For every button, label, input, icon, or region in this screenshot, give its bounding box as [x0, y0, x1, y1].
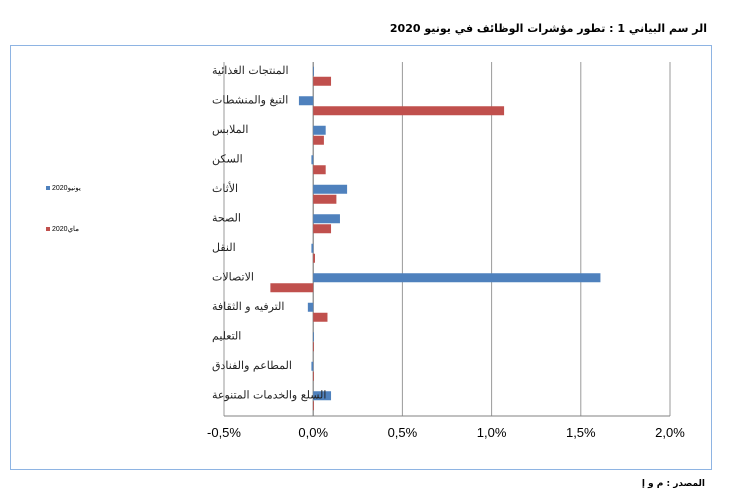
chart-title: الر سم البياني 1 : تطور مؤشرات الوظائف ف… [389, 22, 707, 35]
bar-s0-1 [298, 96, 314, 106]
bars [270, 66, 601, 411]
category-label-4: الأثاث [212, 181, 238, 195]
bar-s1-9 [313, 342, 314, 352]
category-label-10: المطاعم والفنادق [212, 359, 292, 372]
category-label-0: المنتجات الغذائية [212, 64, 289, 77]
x-tick-label-1: 0,0% [298, 425, 328, 440]
bar-s0-3 [311, 155, 314, 165]
bar-s0-0 [313, 66, 314, 76]
legend: يونيو2020 ماي2020 [46, 185, 81, 233]
bar-s1-0 [313, 76, 332, 86]
category-label-9: التعليم [212, 329, 241, 342]
bar-s0-6 [311, 243, 314, 253]
category-label-7: الاتصالات [212, 270, 254, 283]
bar-s1-6 [313, 253, 315, 263]
bar-s1-4 [313, 194, 337, 204]
bar-s0-10 [311, 361, 314, 371]
bar-s1-10 [313, 371, 314, 381]
bar-s0-8 [307, 302, 314, 312]
category-label-8: الترفيه و الثقافة [212, 300, 284, 313]
bar-s1-8 [313, 312, 328, 322]
category-label-2: الملابس [212, 123, 248, 136]
x-tick-labels: -0,5% 0,0% 0,5% 1,0% 1,5% 2,0% [207, 425, 685, 440]
x-tick-label-3: 1,0% [477, 425, 507, 440]
bar-s0-11 [313, 391, 332, 401]
legend-swatch-0 [46, 186, 50, 190]
bar-s1-3 [313, 165, 326, 175]
x-tick-label-2: 0,5% [388, 425, 418, 440]
x-tick-label-0: -0,5% [207, 425, 241, 440]
bar-s0-7 [313, 273, 601, 283]
bar-s1-2 [313, 135, 324, 145]
grid-lines [223, 62, 671, 417]
source-note: المصدر : م و إ [641, 479, 705, 489]
category-labels: المنتجات الغذائية التبغ والمنشطات الملابس ا… [212, 64, 326, 402]
category-label-5: الصحة [212, 211, 241, 224]
legend-swatch-1 [46, 227, 50, 231]
x-tick-label-4: 1,5% [566, 425, 596, 440]
x-tick-label-5: 2,0% [655, 425, 685, 440]
bar-s0-2 [313, 125, 326, 135]
bar-s0-9 [313, 332, 314, 342]
category-label-11: السلع والخدمات المتنوعة [212, 388, 326, 401]
bar-s1-1 [313, 106, 505, 116]
legend-label-0: يونيو2020 [52, 185, 81, 192]
bar-s1-5 [313, 224, 332, 234]
chart-frame [10, 45, 712, 470]
bar-s1-7 [270, 283, 314, 293]
bar-s0-4 [313, 184, 348, 194]
bar-s0-5 [313, 214, 340, 224]
bar-s1-11 [313, 401, 314, 411]
category-label-6: النقل [212, 241, 236, 254]
category-label-1: التبغ والمنشطات [212, 93, 288, 106]
legend-label-1: ماي2020 [52, 225, 79, 233]
category-label-3: السكن [212, 152, 243, 165]
